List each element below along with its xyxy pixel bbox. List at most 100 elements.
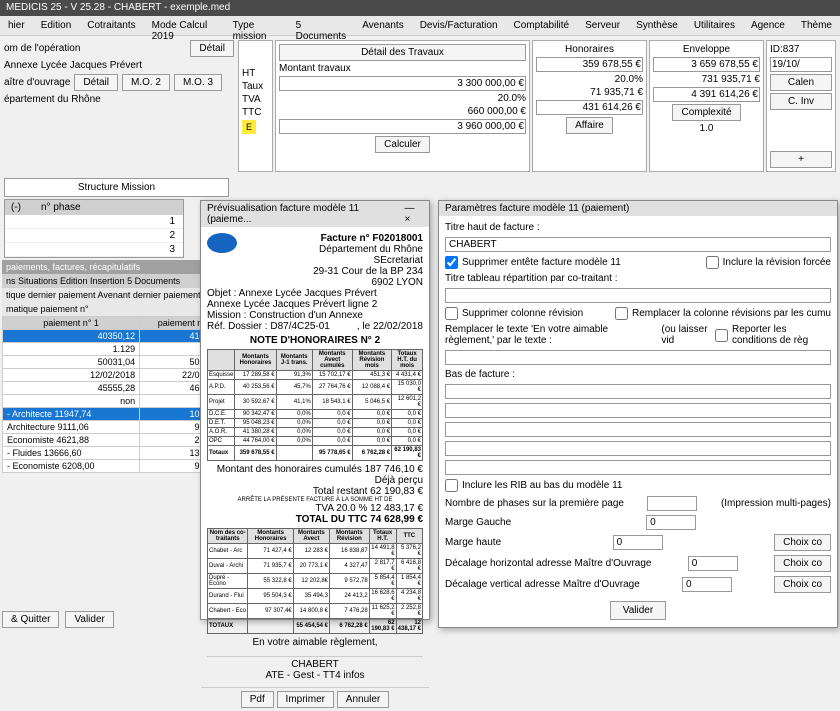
td: 0,0 € xyxy=(312,428,352,437)
menu-item[interactable]: Mode Calcul 2019 xyxy=(148,18,221,33)
marge-gauche-input[interactable] xyxy=(646,515,696,530)
imprimer-button[interactable]: Imprimer xyxy=(277,691,334,708)
reporter-check[interactable] xyxy=(715,329,728,342)
td: 41,1% xyxy=(276,395,312,410)
menu-item[interactable]: hier xyxy=(4,18,29,33)
valider-button[interactable]: Valider xyxy=(610,601,666,620)
th: Montants Avect xyxy=(293,529,329,544)
menu-item[interactable]: Agence xyxy=(747,18,789,33)
close-icon[interactable]: — × xyxy=(405,203,423,225)
td: 0,0% xyxy=(276,437,312,446)
calculer-button[interactable]: Calculer xyxy=(375,136,430,153)
menu-item[interactable]: Type mission xyxy=(229,18,284,33)
menu-item[interactable]: 5 Documents xyxy=(292,18,351,33)
detail-button[interactable]: Détail xyxy=(190,40,234,57)
decal-v-input[interactable] xyxy=(682,577,732,592)
num-row: matique paiement n° xyxy=(2,302,232,316)
plus-button[interactable]: + xyxy=(770,151,832,168)
cell[interactable]: 50031,04 xyxy=(3,356,140,369)
td: 4 234,8 € xyxy=(396,589,422,604)
annuler-button[interactable]: Annuler xyxy=(337,691,389,708)
mo3-button[interactable]: M.O. 3 xyxy=(174,74,222,91)
choix-button[interactable]: Choix co xyxy=(774,555,831,572)
td: 62 190,83 € xyxy=(369,619,396,634)
bas-input-2[interactable] xyxy=(445,403,831,418)
phase-row[interactable]: 2 xyxy=(5,229,183,243)
cell[interactable]: non xyxy=(3,395,140,408)
supprimer-colonne-check[interactable] xyxy=(445,307,458,320)
minus-button[interactable]: (-) xyxy=(11,202,21,213)
cell[interactable]: - Fluides 13666,60 xyxy=(3,447,140,460)
prev-tr: Total restant 62 190,83 € xyxy=(207,486,423,497)
td: 451,3 € xyxy=(352,371,392,380)
titre-haut-input[interactable] xyxy=(445,237,831,252)
remplacer-texte-input[interactable] xyxy=(445,350,831,365)
maitre-label: aître d'ouvrage xyxy=(4,77,70,88)
supprimer-entete-check[interactable] xyxy=(445,256,458,269)
cell[interactable]: 45555,28 xyxy=(3,382,140,395)
menu-item[interactable]: Synthèse xyxy=(632,18,682,33)
decal-h-input[interactable] xyxy=(688,556,738,571)
td: 55 322,8 € xyxy=(248,574,293,589)
detail-button[interactable]: Détail xyxy=(74,74,118,91)
ttc-value: 3 960 000,00 € xyxy=(279,119,526,134)
td: 71 935,7 € xyxy=(248,559,293,574)
quit-button[interactable]: & Quitter xyxy=(2,611,59,628)
marge-haute-input[interactable] xyxy=(613,535,663,550)
bas-facture-label: Bas de facture : xyxy=(445,369,831,380)
structure-mission[interactable]: Structure Mission xyxy=(4,178,229,197)
menu-item[interactable]: Avenants xyxy=(358,18,408,33)
tabs-row[interactable]: ns Situations Edition Insertion 5 Docume… xyxy=(2,274,232,288)
operation-label: om de l'opération xyxy=(4,43,186,54)
taux-value: 20.0% xyxy=(279,93,526,104)
menu-item[interactable]: Cotraitants xyxy=(83,18,139,33)
affaire-button[interactable]: Affaire xyxy=(566,117,613,134)
remplacer-colonne-check[interactable] xyxy=(615,307,628,320)
bas-input-4[interactable] xyxy=(445,441,831,456)
complexite-button[interactable]: Complexité xyxy=(672,104,740,121)
bas-input-1[interactable] xyxy=(445,384,831,399)
prev-tva: TVA 20.0 % 12 483,17 € xyxy=(207,503,423,514)
menu-item[interactable]: Thème xyxy=(797,18,836,33)
cell[interactable]: Economiste 4621,88 xyxy=(3,434,140,447)
phase-row[interactable]: 1 xyxy=(5,215,183,229)
inclure-revision-check[interactable] xyxy=(706,256,719,269)
td: 18 543,1 € xyxy=(312,395,352,410)
cell[interactable]: - Architecte 11947,74 xyxy=(3,408,140,421)
cell[interactable]: 40350,12 xyxy=(3,330,140,343)
td xyxy=(248,619,293,634)
calen-button[interactable]: Calen xyxy=(770,74,832,91)
label-titre-tableau: Titre tableau répartition par co-traitan… xyxy=(445,273,831,284)
detail-travaux-button[interactable]: Détail des Travaux xyxy=(279,44,526,61)
cell[interactable]: Architecture 9111,06 xyxy=(3,421,140,434)
menu-item[interactable]: Utilitaires xyxy=(690,18,739,33)
phase-row[interactable]: 3 xyxy=(5,243,183,257)
bas-input-3[interactable] xyxy=(445,422,831,437)
td: 4 327,47 xyxy=(330,559,370,574)
td: 35 494,3 xyxy=(293,589,329,604)
cell[interactable]: 12/02/2018 xyxy=(3,369,140,382)
phase-box: (-)n° phase 1 2 3 xyxy=(4,199,184,258)
th: Nom des co-traitants xyxy=(208,529,248,544)
choix-button[interactable]: Choix co xyxy=(774,534,831,551)
inclure-rib-check[interactable] xyxy=(445,479,458,492)
menu-item[interactable]: Devis/Facturation xyxy=(416,18,502,33)
titre-tableau-input[interactable] xyxy=(445,288,831,303)
pdf-button[interactable]: Pdf xyxy=(241,691,274,708)
cell[interactable]: 1.129 xyxy=(3,343,140,356)
mo2-button[interactable]: M.O. 2 xyxy=(122,74,170,91)
valider-button[interactable]: Valider xyxy=(65,611,113,628)
menu-item[interactable]: Serveur xyxy=(581,18,624,33)
prev-tot: TOTAL DU TTC 74 628,99 € xyxy=(207,514,423,525)
td: 4 431,4 € xyxy=(392,371,423,380)
td: 5 046,5 € xyxy=(352,395,392,410)
td: 62 190,83 € xyxy=(392,446,423,461)
choix-button[interactable]: Choix co xyxy=(774,576,831,593)
menu-item[interactable]: Edition xyxy=(37,18,76,33)
menu-item[interactable]: Comptabilité xyxy=(510,18,574,33)
cell[interactable]: - Economiste 6208,00 xyxy=(3,460,140,473)
inv-button[interactable]: C. Inv xyxy=(770,93,832,110)
bas-input-5[interactable] xyxy=(445,460,831,475)
nphase-input[interactable] xyxy=(647,496,697,511)
hon-v3: 71 935,71 € xyxy=(536,87,643,98)
